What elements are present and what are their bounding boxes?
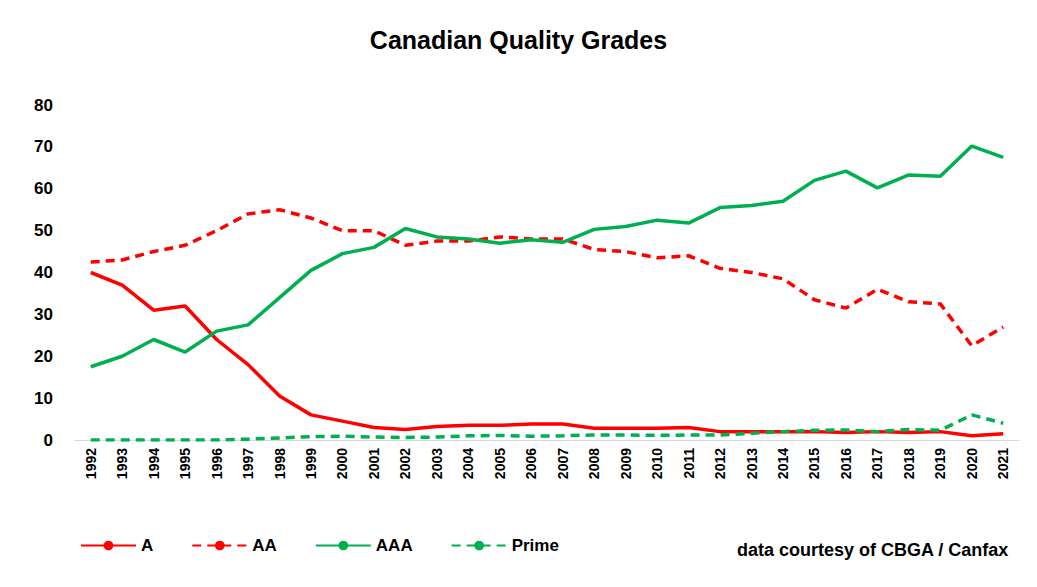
svg-text:40: 40 [34,263,53,282]
svg-text:1994: 1994 [146,448,162,479]
svg-text:2003: 2003 [429,448,445,479]
svg-text:2004: 2004 [460,448,476,479]
svg-text:30: 30 [34,305,53,324]
svg-text:2011: 2011 [681,448,697,479]
svg-text:80: 80 [34,96,53,115]
svg-text:10: 10 [34,389,53,408]
svg-text:20: 20 [34,347,53,366]
svg-text:70: 70 [34,137,53,156]
svg-text:2010: 2010 [649,448,665,479]
svg-text:2020: 2020 [964,448,980,479]
svg-text:1998: 1998 [272,448,288,479]
svg-text:2015: 2015 [806,448,822,479]
svg-text:0: 0 [44,431,53,450]
svg-text:2012: 2012 [712,448,728,479]
svg-text:1997: 1997 [240,448,256,479]
svg-text:AA: AA [252,536,277,555]
svg-text:2005: 2005 [492,448,508,479]
svg-text:2018: 2018 [901,448,917,479]
svg-text:2009: 2009 [618,448,634,479]
svg-text:AAA: AAA [376,536,413,555]
svg-text:2019: 2019 [932,448,948,479]
svg-text:60: 60 [34,179,53,198]
svg-text:2000: 2000 [334,448,350,479]
svg-text:2002: 2002 [397,448,413,479]
svg-text:data courtesy of CBGA / Canfax: data courtesy of CBGA / Canfax [737,540,1008,560]
svg-text:2021: 2021 [995,448,1011,479]
svg-text:Prime: Prime [512,536,559,555]
svg-text:2001: 2001 [366,448,382,479]
svg-text:Canadian Quality Grades: Canadian Quality Grades [370,26,667,54]
svg-text:2006: 2006 [523,448,539,479]
svg-text:50: 50 [34,221,53,240]
svg-text:2014: 2014 [775,448,791,479]
svg-text:2017: 2017 [869,448,885,479]
svg-text:2013: 2013 [744,448,760,479]
svg-text:1996: 1996 [209,448,225,479]
svg-text:1995: 1995 [177,448,193,479]
svg-text:2007: 2007 [555,448,571,479]
svg-text:1993: 1993 [114,448,130,479]
svg-text:2016: 2016 [838,448,854,479]
svg-text:2008: 2008 [586,448,602,479]
svg-text:1999: 1999 [303,448,319,479]
svg-text:1992: 1992 [83,448,99,479]
svg-text:A: A [141,536,153,555]
